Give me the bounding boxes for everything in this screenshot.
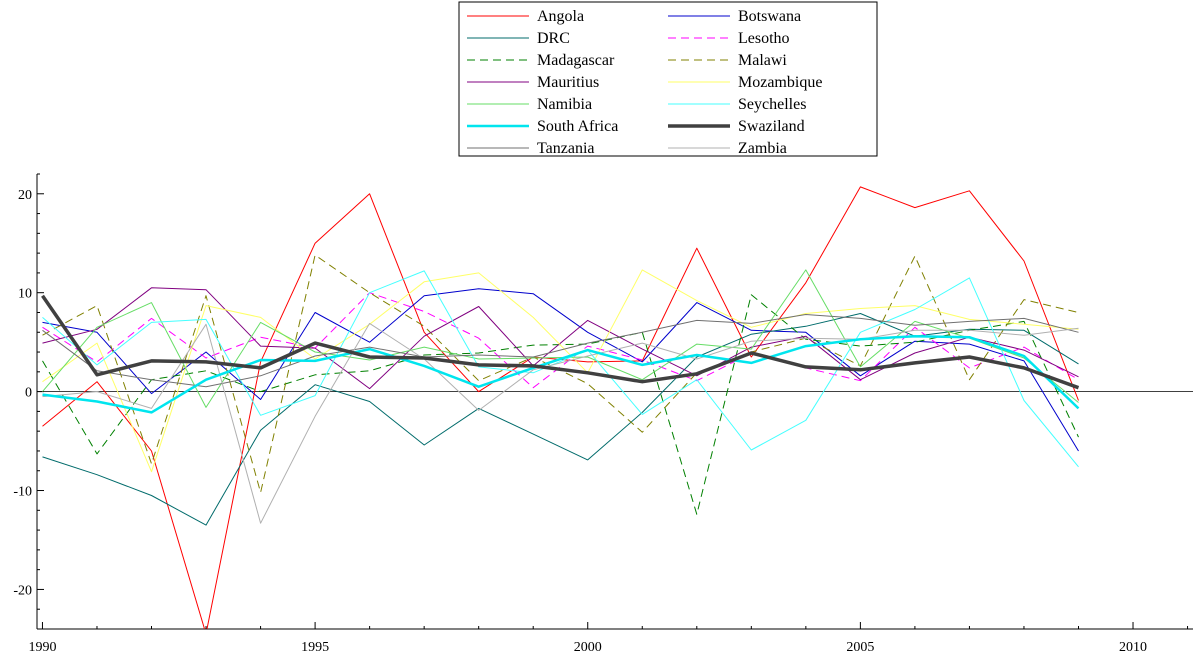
y-tick-label: -10 — [13, 485, 32, 500]
legend-label: Mozambique — [738, 74, 822, 91]
legend-label: Botswana — [738, 8, 801, 25]
legend: Angola Botswana DRC Lesotho Madagascar Malawi… — [458, 1, 878, 157]
series-line-south-africa — [42, 334, 1080, 414]
x-tick-label: 2005 — [846, 640, 874, 655]
legend-label: Malawi — [738, 52, 787, 69]
x-tick-label: 2000 — [574, 640, 602, 655]
series-line-mozambique — [42, 269, 1079, 473]
y-tick-label: 20 — [18, 188, 32, 203]
series-line-zambia — [42, 322, 1079, 524]
legend-label: Tanzania — [537, 140, 595, 157]
legend-label: Madagascar — [537, 52, 615, 69]
y-tick-label: 0 — [25, 386, 32, 401]
series-line-seychelles — [42, 270, 1079, 468]
y-tick-label: -20 — [13, 583, 32, 598]
plot-area: -20 -10 0 10 20 1990 1995 2000 2005 2010 — [13, 173, 1193, 655]
series-line-malawi — [42, 254, 1079, 493]
legend-label: DRC — [537, 30, 570, 47]
x-tick-label: 1995 — [301, 640, 329, 655]
legend-label: Swaziland — [738, 118, 805, 135]
series-line-drc — [42, 313, 1079, 526]
legend-label: Mauritius — [537, 74, 599, 91]
x-tick-label: 2010 — [1119, 640, 1147, 655]
legend-box — [458, 1, 878, 157]
legend-label: South Africa — [537, 118, 618, 135]
series-line-swaziland — [41, 294, 1080, 390]
series-line-tanzania — [42, 314, 1079, 388]
legend-label: Seychelles — [738, 96, 806, 113]
legend-label: Angola — [537, 8, 584, 25]
series-group — [41, 186, 1080, 629]
legend-label: Lesotho — [738, 30, 790, 47]
y-tick-label: 10 — [18, 287, 32, 302]
series-line-namibia — [42, 269, 1079, 408]
legend-label: Namibia — [537, 96, 592, 113]
series-line-botswana — [42, 288, 1079, 452]
series-line-angola — [42, 186, 1079, 629]
x-tick-label: 1990 — [28, 640, 56, 655]
series-line-mauritius — [42, 287, 1079, 390]
legend-label: Zambia — [738, 140, 787, 157]
series-line-madagascar — [42, 294, 1079, 515]
